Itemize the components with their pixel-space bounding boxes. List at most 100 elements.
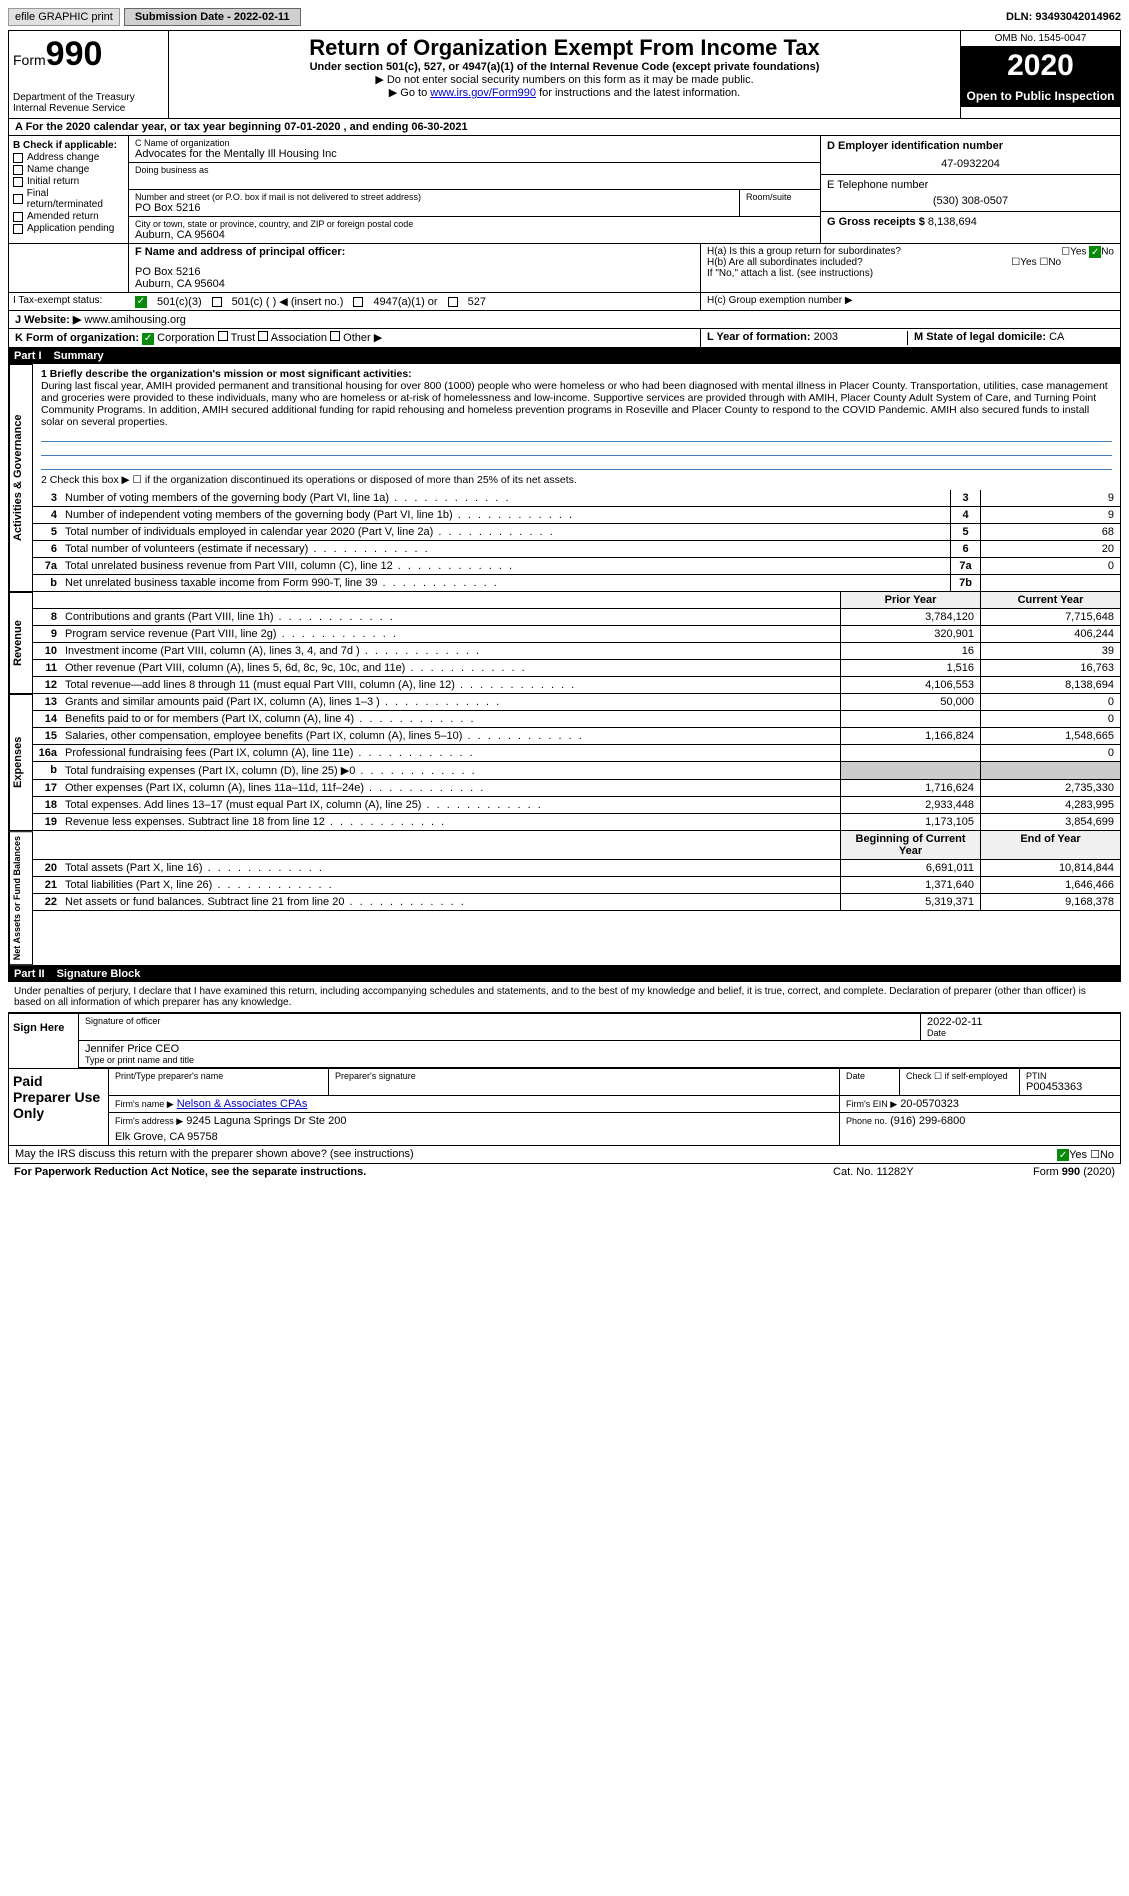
check-name-change[interactable] (13, 165, 23, 175)
section-i: I Tax-exempt status: ✓501(c)(3) 501(c) (… (8, 293, 1121, 311)
check-final-return[interactable] (13, 194, 23, 204)
year-formation: 2003 (814, 331, 838, 343)
room-label: Room/suite (746, 192, 814, 202)
state-domicile: CA (1049, 331, 1064, 343)
check-corp: ✓ (142, 333, 154, 345)
ha-no-checked: ✓ (1089, 246, 1101, 258)
section-j: J Website: ▶ www.amihousing.org (8, 311, 1121, 329)
table-row: 15Salaries, other compensation, employee… (33, 728, 1120, 745)
omb-number: OMB No. 1545-0047 (961, 31, 1120, 47)
table-row: 22Net assets or fund balances. Subtract … (33, 894, 1120, 911)
city-label: City or town, state or province, country… (135, 219, 814, 229)
table-row: 12Total revenue—add lines 8 through 11 (… (33, 677, 1120, 694)
submission-date-button[interactable]: Submission Date - 2022-02-11 (124, 8, 301, 26)
check-amended[interactable] (13, 212, 23, 222)
prep-date-label: Date (846, 1071, 893, 1081)
blue-line (41, 444, 1112, 456)
signature-declaration: Under penalties of perjury, I declare th… (8, 982, 1121, 1012)
begin-year-hdr: Beginning of Current Year (840, 831, 980, 859)
irs-link[interactable]: www.irs.gov/Form990 (430, 87, 536, 99)
firm-phone: (916) 299-6800 (890, 1115, 965, 1127)
check-527[interactable] (448, 297, 458, 307)
gross-receipts-label: G Gross receipts $ (827, 216, 925, 228)
blue-line (41, 430, 1112, 442)
firm-address: 9245 Laguna Springs Dr Ste 200 (186, 1115, 346, 1127)
table-row: 20Total assets (Part X, line 16)6,691,01… (33, 860, 1120, 877)
firm-name-link[interactable]: Nelson & Associates CPAs (177, 1098, 308, 1110)
part1-header: Part I Summary (8, 348, 1121, 364)
sign-here-block: Sign Here Signature of officer 2022-02-1… (8, 1012, 1121, 1146)
vtab-na: Net Assets or Fund Balances (9, 831, 33, 965)
firm-city: Elk Grove, CA 95758 (115, 1131, 833, 1143)
table-row: 13Grants and similar amounts paid (Part … (33, 694, 1120, 711)
check-501c[interactable] (212, 297, 222, 307)
form-subtitle: Under section 501(c), 527, or 4947(a)(1)… (173, 61, 956, 73)
check-assoc[interactable] (258, 331, 268, 341)
box-b: B Check if applicable: Address change Na… (9, 136, 129, 243)
ha-line: H(a) Is this a group return for subordin… (707, 246, 1114, 257)
table-row: 11Other revenue (Part VIII, column (A), … (33, 660, 1120, 677)
table-row: 3Number of voting members of the governi… (33, 490, 1120, 507)
sign-here-label: Sign Here (9, 1014, 79, 1068)
prep-sig-label: Preparer's signature (335, 1071, 833, 1081)
dept-label: Department of the Treasury Internal Reve… (13, 92, 164, 114)
street-address: PO Box 5216 (135, 202, 733, 214)
tax-status-label: I Tax-exempt status: (9, 293, 129, 310)
firm-ein: 20-0570323 (900, 1098, 959, 1110)
hb-line: H(b) Are all subordinates included? ☐Yes… (707, 257, 1114, 268)
table-row: 10Investment income (Part VIII, column (… (33, 643, 1120, 660)
ein-label: D Employer identification number (827, 140, 1003, 152)
instructions-link-line: ▶ Go to www.irs.gov/Form990 for instruct… (173, 86, 956, 99)
table-row: 6Total number of volunteers (estimate if… (33, 541, 1120, 558)
section-k-l-m: K Form of organization: ✓ Corporation Tr… (8, 329, 1121, 348)
q1-label: 1 Briefly describe the organization's mi… (41, 368, 412, 380)
section-f-h: F Name and address of principal officer:… (8, 244, 1121, 293)
part2-header: Part II Signature Block (8, 966, 1121, 982)
check-4947[interactable] (353, 297, 363, 307)
table-row: 21Total liabilities (Part X, line 26)1,3… (33, 877, 1120, 894)
website-value: www.amihousing.org (84, 314, 186, 326)
tax-year: 2020 (961, 47, 1120, 85)
check-initial-return[interactable] (13, 177, 23, 187)
net-assets-section: Net Assets or Fund Balances Beginning of… (8, 831, 1121, 966)
mission-text: During last fiscal year, AMIH provided p… (41, 380, 1112, 428)
hc-line: H(c) Group exemption number ▶ (700, 293, 1120, 310)
open-public-label: Open to Public Inspection (961, 85, 1120, 107)
box-c: C Name of organization Advocates for the… (129, 136, 820, 243)
discuss-row: May the IRS discuss this return with the… (8, 1146, 1121, 1165)
officer-addr1: PO Box 5216 (135, 266, 694, 278)
revenue-section: Revenue Prior YearCurrent Year 8Contribu… (8, 592, 1121, 694)
city-state-zip: Auburn, CA 95604 (135, 229, 814, 241)
officer-name: Jennifer Price CEO (85, 1043, 1114, 1055)
q2-label: 2 Check this box ▶ ☐ if the organization… (41, 474, 1112, 486)
sig-officer-label: Signature of officer (85, 1016, 914, 1026)
expenses-section: Expenses 13Grants and similar amounts pa… (8, 694, 1121, 831)
ein-value: 47-0932204 (827, 158, 1114, 170)
table-row: 19Revenue less expenses. Subtract line 1… (33, 814, 1120, 831)
dba-label: Doing business as (135, 165, 814, 175)
check-trust[interactable] (218, 331, 228, 341)
check-501c3: ✓ (135, 296, 147, 308)
vtab-rev: Revenue (9, 592, 33, 694)
name-title-label: Type or print name and title (85, 1055, 1114, 1065)
vtab-exp: Expenses (9, 694, 33, 831)
end-year-hdr: End of Year (980, 831, 1120, 859)
vtab-ag: Activities & Governance (9, 364, 33, 592)
table-row: 9Program service revenue (Part VIII, lin… (33, 626, 1120, 643)
table-row: 14Benefits paid to or for members (Part … (33, 711, 1120, 728)
officer-addr2: Auburn, CA 95604 (135, 278, 694, 290)
hb-note: If "No," attach a list. (see instruction… (707, 268, 1114, 279)
check-other[interactable] (330, 331, 340, 341)
form-header: Form990 Department of the Treasury Inter… (8, 30, 1121, 119)
cat-no: Cat. No. 11282Y (833, 1166, 1033, 1178)
table-row: 17Other expenses (Part IX, column (A), l… (33, 780, 1120, 797)
check-address-change[interactable] (13, 153, 23, 163)
addr-label: Number and street (or P.O. box if mail i… (135, 192, 733, 202)
box-d-e-g: D Employer identification number 47-0932… (820, 136, 1120, 243)
form-title: Return of Organization Exempt From Incom… (173, 35, 956, 61)
check-application-pending[interactable] (13, 224, 23, 234)
pra-notice: For Paperwork Reduction Act Notice, see … (14, 1166, 833, 1178)
activities-governance-section: Activities & Governance 1 Briefly descri… (8, 364, 1121, 592)
gross-receipts-value: 8,138,694 (928, 216, 977, 228)
ptin-value: P00453363 (1026, 1081, 1114, 1093)
